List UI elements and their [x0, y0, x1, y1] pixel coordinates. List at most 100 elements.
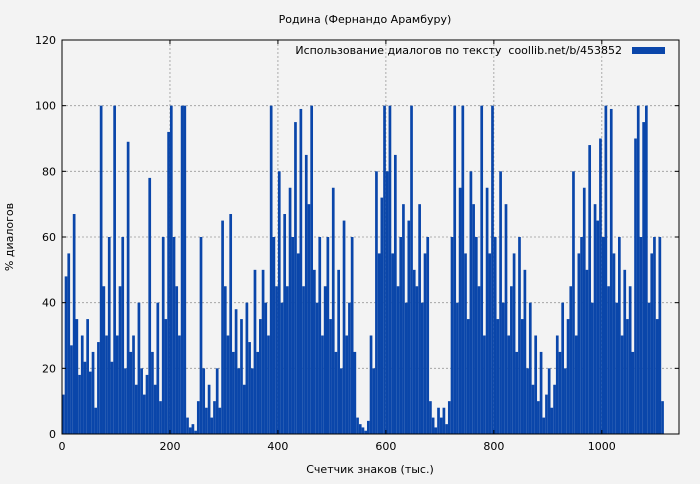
- x-tick-label: 400: [267, 440, 288, 453]
- bar: [634, 138, 637, 434]
- bar: [175, 286, 179, 434]
- bar: [62, 394, 65, 434]
- bar: [137, 302, 141, 434]
- bar: [64, 276, 68, 434]
- bar: [250, 368, 254, 434]
- bar: [186, 417, 189, 434]
- bar: [542, 417, 546, 434]
- bar: [315, 302, 319, 434]
- bar: [264, 302, 268, 434]
- bar: [483, 335, 486, 434]
- bar: [142, 394, 146, 434]
- bar: [331, 187, 335, 434]
- bar: [431, 417, 435, 434]
- bar: [426, 237, 430, 434]
- bar: [599, 138, 602, 434]
- bar: [124, 368, 127, 434]
- bar: [307, 204, 311, 434]
- bar: [474, 237, 478, 434]
- bar: [129, 351, 133, 434]
- bar: [178, 335, 181, 434]
- bar: [609, 108, 613, 434]
- bar: [420, 302, 424, 434]
- bar: [574, 335, 578, 434]
- bar: [91, 351, 95, 434]
- x-tick-label: 1000: [588, 440, 616, 453]
- bar: [372, 368, 376, 434]
- bar: [310, 105, 314, 435]
- bar: [302, 286, 305, 434]
- bar: [118, 286, 122, 434]
- bar: [447, 401, 451, 434]
- bar: [488, 253, 492, 434]
- bar: [407, 220, 411, 434]
- bar: [345, 335, 349, 434]
- bar: [207, 384, 211, 434]
- bar: [156, 302, 160, 434]
- bar: [286, 286, 289, 434]
- bar: [585, 269, 589, 434]
- bar: [564, 368, 567, 434]
- bar: [507, 335, 511, 434]
- bar: [148, 177, 152, 434]
- ticks: 0 20 40 60 80 100 120 0 200 400 600 800 1000: [35, 34, 679, 453]
- bar: [188, 427, 192, 434]
- bar: [644, 105, 648, 435]
- bar: [97, 342, 100, 434]
- bar: [572, 171, 575, 435]
- bar: [232, 351, 235, 434]
- bar: [199, 237, 203, 434]
- bar: [612, 253, 616, 434]
- bar: [280, 302, 284, 434]
- bar: [356, 417, 359, 434]
- bar: [196, 401, 200, 434]
- bar: [504, 204, 508, 434]
- bar: [385, 171, 389, 435]
- bar: [88, 371, 92, 434]
- legend-label: Использование диалогов по тексту coollib…: [295, 44, 622, 57]
- bar: [493, 237, 497, 434]
- bar: [450, 237, 454, 434]
- bar: [105, 335, 108, 434]
- bar: [70, 345, 73, 434]
- bar: [639, 237, 643, 434]
- bar: [545, 394, 548, 434]
- bar: [391, 253, 394, 434]
- bar: [393, 154, 397, 434]
- bar: [658, 237, 662, 434]
- bar: [383, 105, 386, 435]
- bar: [304, 154, 308, 434]
- bar: [269, 105, 273, 435]
- bar: [553, 384, 556, 434]
- bar: [153, 384, 157, 434]
- bar: [80, 335, 84, 434]
- bar: [469, 171, 473, 435]
- bars: [62, 105, 664, 435]
- bar: [404, 302, 408, 434]
- bar: [626, 319, 629, 434]
- bar: [299, 108, 303, 434]
- bar: [113, 105, 116, 435]
- bar: [172, 237, 176, 434]
- bar: [653, 237, 656, 434]
- x-tick-label: 800: [483, 440, 504, 453]
- bar: [259, 319, 262, 434]
- bar: [499, 171, 502, 435]
- bar: [526, 368, 529, 434]
- bar: [313, 269, 316, 434]
- bar: [453, 105, 457, 435]
- bar: [412, 269, 416, 434]
- bar: [547, 368, 551, 434]
- bar: [531, 384, 535, 434]
- bar: [461, 105, 465, 435]
- bar: [423, 253, 427, 434]
- bar: [523, 269, 527, 434]
- bar: [83, 361, 87, 434]
- bar: [226, 335, 230, 434]
- bar: [604, 105, 608, 435]
- bar: [342, 220, 346, 434]
- bar: [205, 407, 208, 434]
- bar: [528, 302, 532, 434]
- y-tick-label: 120: [35, 34, 56, 47]
